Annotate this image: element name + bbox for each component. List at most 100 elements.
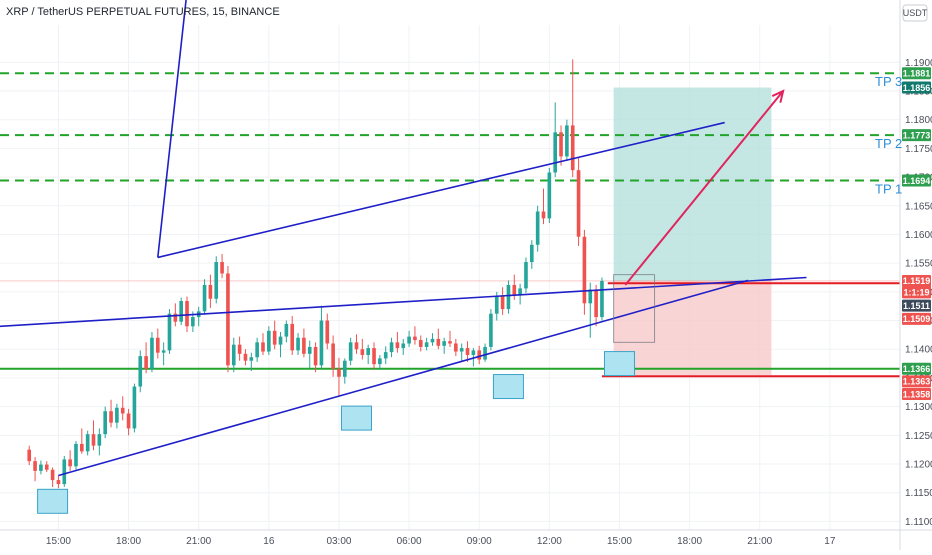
candle-body <box>208 284 213 299</box>
price-badge <box>902 375 931 388</box>
candle-body <box>272 330 277 345</box>
candle-body <box>97 434 102 446</box>
profit-zone <box>613 87 772 281</box>
candle-body <box>378 358 382 365</box>
price-badge-text: 1.1694 <box>903 176 931 186</box>
candle-body <box>120 407 125 414</box>
candle-body <box>448 341 452 344</box>
candle-body <box>407 336 411 344</box>
y-tick-label: 1.1200 <box>905 460 932 471</box>
currency-button[interactable]: USDT <box>902 4 928 22</box>
price-badge-text: 1.1881 <box>903 69 931 79</box>
price-badge-text: 1.1366 <box>903 364 931 374</box>
candle-body <box>296 337 300 351</box>
x-tick-label: 15:00 <box>607 536 632 547</box>
pivot-marker-box <box>340 405 372 431</box>
candle-body <box>313 346 318 366</box>
candle-body <box>44 464 49 470</box>
x-tick-label: 09:00 <box>467 536 492 547</box>
x-tick-label: 12:00 <box>537 536 562 547</box>
candle-body <box>243 353 248 361</box>
price-badge <box>902 299 931 312</box>
candle-body <box>319 320 324 366</box>
candle-body <box>459 348 464 352</box>
candlesticks <box>27 59 604 489</box>
candle-body <box>430 338 435 343</box>
candle-body <box>56 480 61 485</box>
channel-line <box>0 276 807 328</box>
candle-body <box>570 125 575 171</box>
chart-title: XRP / TetherUS PERPETUAL FUTURES, 15, BI… <box>6 6 280 18</box>
channel-line <box>58 279 749 477</box>
candle-body <box>600 280 604 318</box>
x-tick-label: 18:00 <box>116 536 141 547</box>
candle-body <box>103 411 108 435</box>
candle-body <box>442 341 446 346</box>
candle-body <box>249 357 254 361</box>
y-tick-label: 1.1100 <box>905 517 932 528</box>
price-badge-text: 1.1358 <box>903 389 931 399</box>
candle-body <box>477 350 482 360</box>
y-tick-label: 1.1900 <box>905 58 932 69</box>
candle-body <box>191 317 195 327</box>
candle-body <box>494 296 499 314</box>
candle-body <box>85 434 90 452</box>
candle-body <box>500 296 505 310</box>
candle-body <box>413 336 417 341</box>
candle-body <box>565 125 569 157</box>
candle-body <box>471 350 476 355</box>
pivot-marker-box <box>603 351 635 377</box>
level-labels: TP 3 TP 2 TP 1 1.1881 1.1856 1.1773 1.1694 1.15… <box>875 67 931 400</box>
candle-body <box>331 343 335 369</box>
price-badge-text: 1.1511 <box>903 301 930 311</box>
candle-body <box>138 356 143 387</box>
candle-body <box>383 352 388 359</box>
candle-body <box>278 336 283 345</box>
tp-label: TP 3 <box>875 74 902 89</box>
candle-body <box>267 330 271 352</box>
candle-body <box>372 348 376 365</box>
x-tick-label: 18:00 <box>677 536 702 547</box>
y-tick-label: 1.1300 <box>905 402 932 413</box>
y-tick-label: 1.1600 <box>905 230 932 241</box>
loss-zone <box>613 280 772 376</box>
candle-body <box>530 244 534 263</box>
price-badge <box>902 387 931 400</box>
candle-body <box>535 211 540 245</box>
candle-body <box>436 338 441 346</box>
price-badge <box>902 129 931 142</box>
candle-body <box>144 356 148 369</box>
candle-body <box>255 342 259 358</box>
y-tick-label: 1.1550 <box>905 259 932 270</box>
candle-body <box>582 236 587 304</box>
candle-body <box>161 350 166 353</box>
candle-body <box>202 284 207 312</box>
candle-body <box>541 211 546 219</box>
price-badge <box>902 362 931 375</box>
candle-body <box>302 337 306 354</box>
y-tick-label: 1.1800 <box>905 115 932 126</box>
price-badge-text: 1.1509 <box>903 314 931 324</box>
y-tick-label: 1.1400 <box>905 345 932 356</box>
candle-body <box>518 288 522 296</box>
price-badge-text: 1.1773 <box>903 130 931 140</box>
pivot-marker-box <box>492 374 524 400</box>
x-tick-label: 03:00 <box>326 536 351 547</box>
candle-body <box>185 301 189 327</box>
x-tick-label: 21:00 <box>747 536 772 547</box>
candle-body <box>424 342 429 347</box>
candle-body <box>91 434 96 446</box>
price-levels <box>0 72 900 378</box>
candle-body <box>354 342 359 350</box>
candle-body <box>337 368 341 377</box>
candle-body <box>179 301 183 322</box>
price-badge <box>902 274 931 287</box>
candle-body <box>401 343 406 349</box>
candle-body <box>115 407 119 423</box>
candle-body <box>155 337 160 353</box>
candle-body <box>150 337 154 369</box>
candle-body <box>559 132 563 157</box>
